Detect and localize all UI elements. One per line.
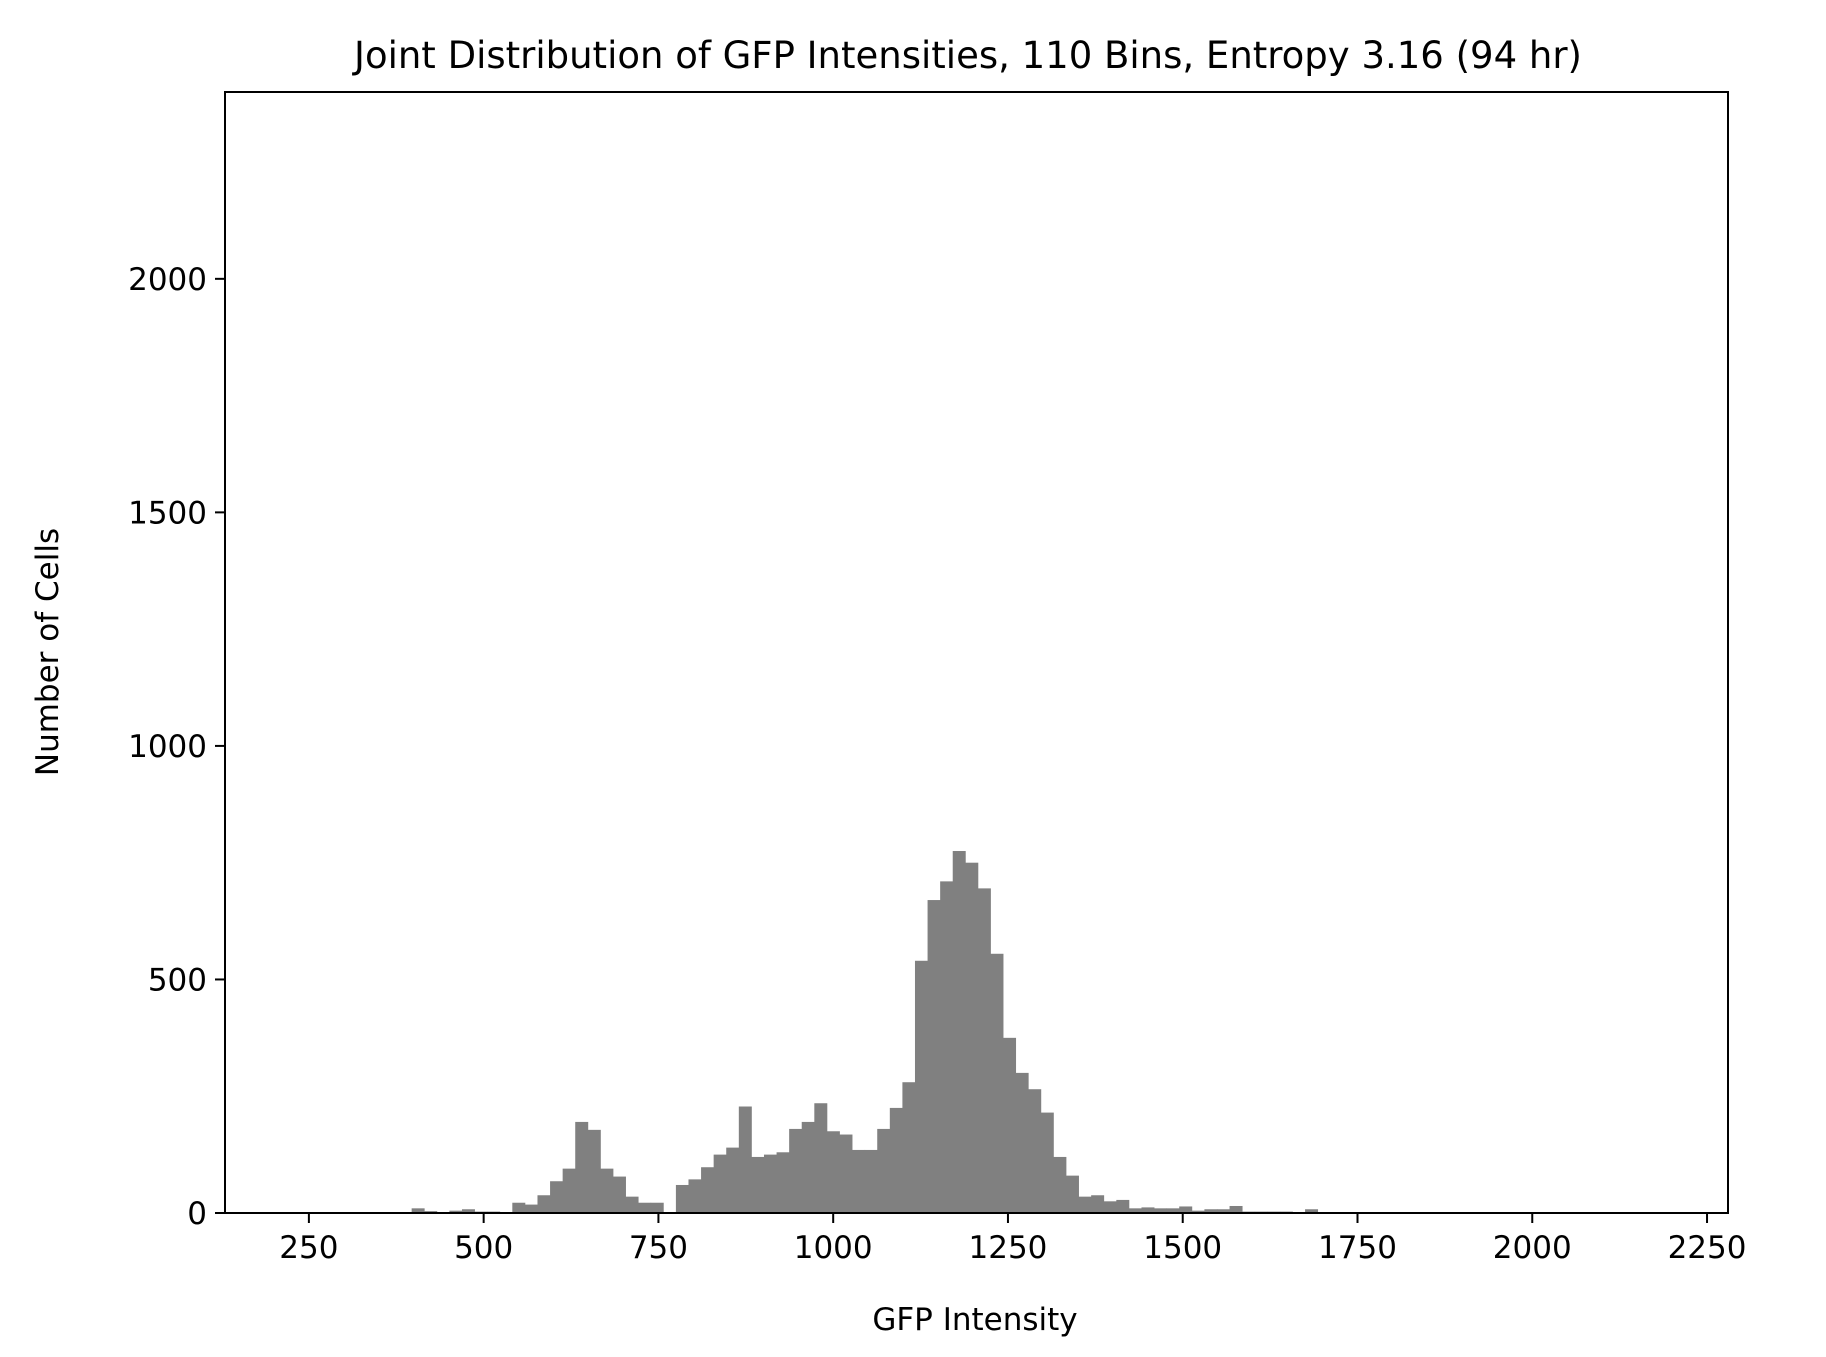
histogram-bar bbox=[801, 1121, 815, 1213]
histogram-bar bbox=[1040, 1112, 1054, 1213]
histogram-bar bbox=[826, 1131, 840, 1213]
histogram-bar bbox=[763, 1154, 777, 1213]
histogram-bar bbox=[701, 1167, 715, 1213]
histogram-bar bbox=[839, 1134, 853, 1213]
histogram-bar bbox=[411, 1208, 425, 1213]
histogram-bar bbox=[1229, 1205, 1243, 1213]
histogram-bar bbox=[1116, 1199, 1130, 1213]
histogram-bar bbox=[562, 1168, 576, 1213]
histogram-bar bbox=[524, 1204, 538, 1213]
histogram-bar bbox=[587, 1129, 601, 1213]
histogram-bar bbox=[1003, 1037, 1017, 1213]
histogram-bar bbox=[726, 1147, 740, 1213]
histogram-bar bbox=[1216, 1209, 1230, 1213]
x-tick-label: 1750 bbox=[1318, 1230, 1397, 1266]
x-axis-label: GFP Intensity bbox=[872, 1302, 1077, 1338]
histogram-bar bbox=[600, 1168, 614, 1213]
y-tick-label: 2000 bbox=[128, 262, 207, 298]
x-tick-label: 1250 bbox=[969, 1230, 1048, 1266]
histogram-bar bbox=[1191, 1210, 1205, 1213]
histogram-bar bbox=[512, 1202, 526, 1213]
histogram-bar bbox=[461, 1209, 475, 1213]
histogram-bar bbox=[1166, 1208, 1180, 1213]
histogram-bar bbox=[1179, 1206, 1193, 1213]
histogram-bar bbox=[1091, 1195, 1105, 1213]
histogram-bar bbox=[889, 1107, 903, 1213]
x-tick-label: 500 bbox=[454, 1230, 513, 1266]
histogram-bar bbox=[751, 1156, 765, 1213]
histogram-bar bbox=[625, 1196, 639, 1213]
histogram-bar bbox=[1053, 1156, 1067, 1213]
histogram-bar bbox=[1103, 1201, 1117, 1213]
histogram-bar bbox=[914, 960, 928, 1213]
x-tick-label: 750 bbox=[629, 1230, 688, 1266]
histogram-bar bbox=[738, 1106, 752, 1213]
y-tick-label: 1000 bbox=[128, 729, 207, 765]
histogram-bar bbox=[537, 1195, 551, 1213]
y-axis-label: Number of Cells bbox=[30, 528, 66, 776]
histogram-bar bbox=[902, 1082, 916, 1213]
histogram-bar bbox=[814, 1103, 828, 1213]
x-tick-label: 1000 bbox=[794, 1230, 873, 1266]
histogram-bar bbox=[638, 1202, 652, 1213]
histogram-bar bbox=[575, 1121, 589, 1213]
y-tick-label: 500 bbox=[148, 962, 207, 998]
histogram-bar bbox=[776, 1152, 790, 1213]
histogram-bar bbox=[990, 953, 1004, 1213]
histogram-bar bbox=[852, 1149, 866, 1213]
histogram-bar bbox=[675, 1184, 689, 1213]
histogram-bar bbox=[977, 888, 991, 1213]
x-tick-label: 250 bbox=[279, 1230, 338, 1266]
y-axis-ticks: 0 500 1000 1500 2000 bbox=[128, 262, 225, 1232]
histogram-bar bbox=[688, 1179, 702, 1213]
histogram-bar bbox=[1305, 1209, 1319, 1213]
histogram-bar bbox=[940, 881, 954, 1213]
histogram-bar bbox=[612, 1176, 626, 1213]
histogram-bar bbox=[1204, 1209, 1218, 1213]
histogram-bar bbox=[927, 900, 941, 1213]
histogram-bar bbox=[864, 1149, 878, 1213]
histogram-bar bbox=[1028, 1089, 1042, 1213]
histogram-bar bbox=[1141, 1207, 1155, 1213]
x-axis-ticks: 250 500 750 1000 1250 1500 1750 2000 2250 bbox=[279, 1213, 1746, 1266]
histogram-bar bbox=[1078, 1196, 1092, 1213]
y-tick-label: 0 bbox=[187, 1196, 207, 1232]
histogram-bar bbox=[952, 851, 966, 1213]
histogram-bar bbox=[449, 1210, 463, 1213]
histogram-bar bbox=[965, 862, 979, 1213]
y-tick-label: 1500 bbox=[128, 495, 207, 531]
plot-frame bbox=[224, 91, 1729, 1214]
histogram-bar bbox=[1015, 1072, 1029, 1214]
x-tick-label: 2250 bbox=[1668, 1230, 1747, 1266]
histogram-bar bbox=[713, 1154, 727, 1213]
x-tick-label: 2000 bbox=[1493, 1230, 1572, 1266]
histogram-bar bbox=[877, 1128, 891, 1213]
chart-title: Joint Distribution of GFP Intensities, 1… bbox=[352, 34, 1582, 77]
histogram-bar bbox=[1154, 1208, 1168, 1213]
histogram-bar bbox=[650, 1202, 664, 1213]
histogram-bar bbox=[1128, 1208, 1142, 1213]
x-tick-label: 1500 bbox=[1143, 1230, 1222, 1266]
histogram-bar bbox=[550, 1181, 564, 1213]
histogram-bars bbox=[399, 851, 1407, 1214]
histogram-bar bbox=[1065, 1175, 1079, 1213]
histogram-bar bbox=[789, 1128, 803, 1213]
